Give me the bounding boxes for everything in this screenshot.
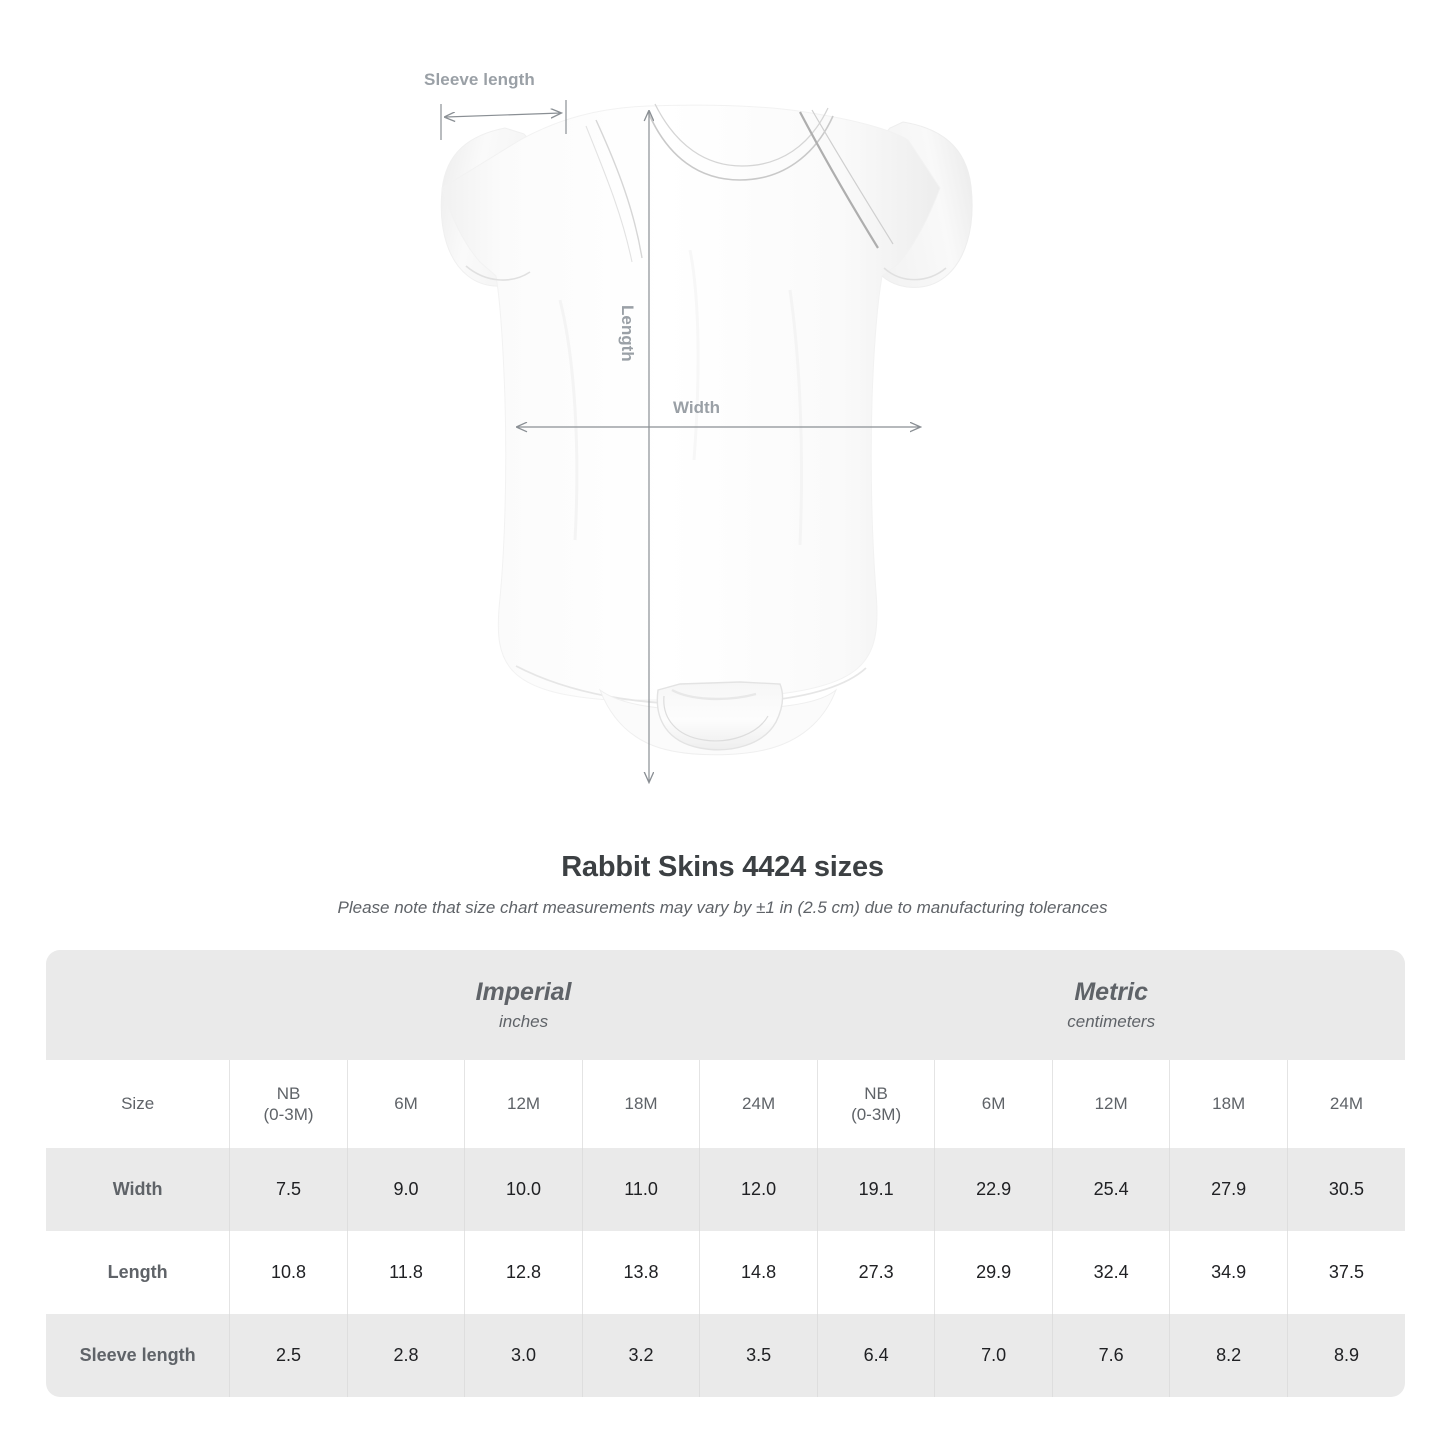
size-col-metric-18m: 18M [1169, 1060, 1288, 1148]
cell-value: 8.2 [1169, 1314, 1288, 1397]
unit-name-metric: Metric [1074, 978, 1148, 1007]
size-table-container: Imperial inches Metric centimeters Size … [46, 950, 1405, 1400]
cell-value: 9.0 [347, 1148, 466, 1231]
cell-value: 27.9 [1169, 1148, 1288, 1231]
table-row: Length 10.8 11.8 12.8 13.8 14.8 27.3 29.… [46, 1231, 1405, 1314]
size-col-line2: (0-3M) [263, 1105, 314, 1124]
cell-value: 7.6 [1052, 1314, 1171, 1397]
cell-value: 2.8 [347, 1314, 466, 1397]
cell-value: 22.9 [934, 1148, 1053, 1231]
sleeve-length-label: Sleeve length [424, 70, 535, 89]
cell-value: 12.0 [699, 1148, 818, 1231]
cell-value: 10.8 [229, 1231, 348, 1314]
row-label-sleeve-length: Sleeve length [46, 1314, 231, 1397]
cell-value: 3.5 [699, 1314, 818, 1397]
size-col-metric-24m: 24M [1287, 1060, 1405, 1148]
tolerance-note: Please note that size chart measurements… [337, 898, 1108, 917]
size-col-line1: NB [864, 1083, 888, 1103]
size-col-line2: (0-3M) [851, 1105, 902, 1124]
cell-value: 19.1 [817, 1148, 936, 1231]
cell-value: 14.8 [699, 1231, 818, 1314]
sleeve-length-arrow [446, 113, 561, 117]
cell-value: 2.5 [229, 1314, 348, 1397]
table-row: Sleeve length 2.5 2.8 3.0 3.2 3.5 6.4 7.… [46, 1314, 1405, 1397]
cell-value: 10.0 [464, 1148, 583, 1231]
measurement-guides [440, 100, 920, 782]
size-col-imperial-12m: 12M [464, 1060, 583, 1148]
size-header-row: Size NB (0-3M) 6M 12M 18M 24M NB (0-3M) … [46, 1060, 1405, 1148]
unit-sub-imperial: inches [498, 1011, 549, 1031]
row-label-width: Width [46, 1148, 231, 1231]
garment-diagram: Sleeve length Length Width [424, 70, 973, 830]
cell-value: 3.0 [464, 1314, 583, 1397]
unit-banner-spacer [46, 950, 230, 1060]
unit-banner-row: Imperial inches Metric centimeters [46, 950, 1405, 1060]
bodysuit-illustration [440, 103, 973, 756]
size-col-imperial-nb: NB (0-3M) [229, 1060, 348, 1148]
size-col-imperial-24m: 24M [699, 1060, 818, 1148]
cell-value: 37.5 [1287, 1231, 1405, 1314]
cell-value: 11.8 [347, 1231, 466, 1314]
size-col-line1: NB [276, 1083, 301, 1103]
cell-value: 34.9 [1169, 1231, 1288, 1314]
cell-value: 7.5 [229, 1148, 348, 1231]
size-col-metric-6m: 6M [934, 1060, 1053, 1148]
cell-value: 12.8 [464, 1231, 583, 1314]
cell-value: 8.9 [1287, 1314, 1405, 1397]
unit-group-imperial: Imperial inches [229, 950, 818, 1060]
size-header-label: Size [46, 1060, 231, 1148]
cell-value: 7.0 [934, 1314, 1053, 1397]
cell-value: 30.5 [1287, 1148, 1405, 1231]
size-table: Imperial inches Metric centimeters Size … [46, 950, 1405, 1397]
cell-value: 29.9 [934, 1231, 1053, 1314]
cell-value: 32.4 [1052, 1231, 1171, 1314]
cell-value: 13.8 [582, 1231, 701, 1314]
size-col-imperial-6m: 6M [347, 1060, 466, 1148]
cell-value: 11.0 [582, 1148, 701, 1231]
size-col-imperial-18m: 18M [582, 1060, 701, 1148]
cell-value: 27.3 [817, 1231, 936, 1314]
size-col-metric-12m: 12M [1052, 1060, 1171, 1148]
size-col-metric-nb: NB (0-3M) [817, 1060, 936, 1148]
cell-value: 6.4 [817, 1314, 936, 1397]
unit-sub-metric: centimeters [1067, 1011, 1156, 1031]
cell-value: 25.4 [1052, 1148, 1171, 1231]
cell-value: 3.2 [582, 1314, 701, 1397]
row-label-length: Length [46, 1231, 231, 1314]
table-row: Width 7.5 9.0 10.0 11.0 12.0 19.1 22.9 2… [46, 1148, 1405, 1231]
width-label: Width [673, 398, 721, 417]
page-title: Rabbit Skins 4424 sizes [561, 851, 884, 883]
unit-name-imperial: Imperial [475, 978, 572, 1007]
length-label: Length [618, 305, 637, 362]
unit-group-metric: Metric centimeters [817, 950, 1405, 1060]
